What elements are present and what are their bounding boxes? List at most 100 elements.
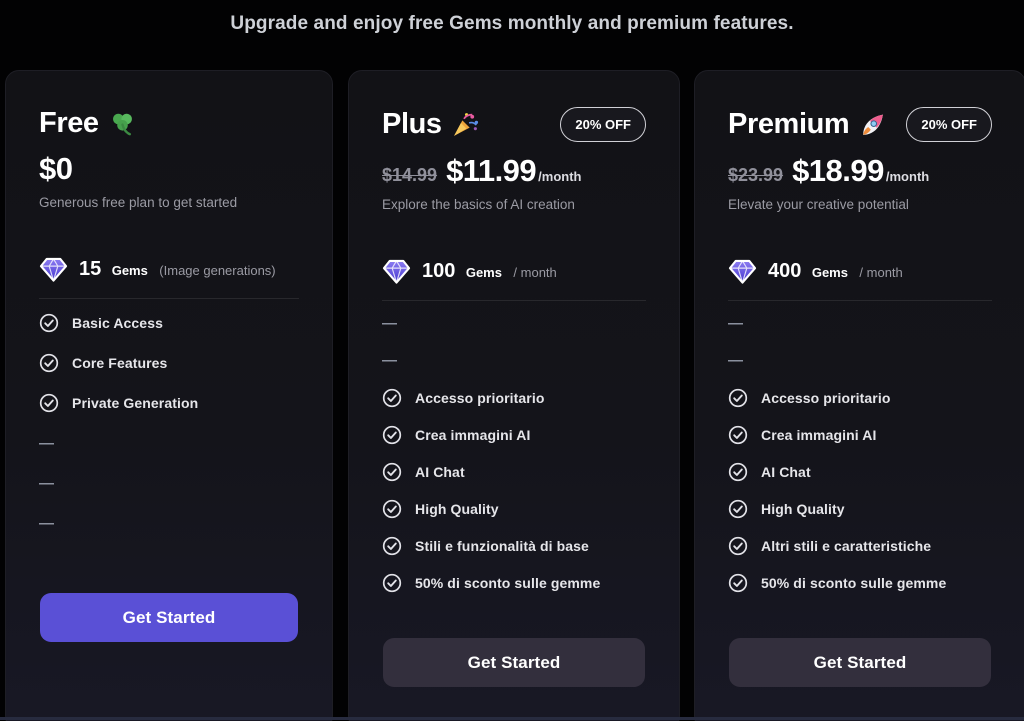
price-row: $14.99 $11.99 /month bbox=[382, 153, 646, 189]
plan-card-premium: Premium 20% OFF $23.99 $18.99 /month Ele… bbox=[694, 70, 1024, 721]
feature-label: AI Chat bbox=[761, 463, 811, 480]
dash-placeholder: — bbox=[382, 315, 397, 332]
bottom-edge-line bbox=[0, 717, 1024, 720]
feature-row: AI Chat bbox=[728, 453, 992, 490]
plan-header: Premium 20% OFF bbox=[728, 107, 992, 142]
gem-icon bbox=[39, 257, 68, 282]
feature-label: Crea immagini AI bbox=[415, 426, 531, 443]
check-icon bbox=[382, 425, 402, 444]
feature-label: 50% di sconto sulle gemme bbox=[415, 574, 601, 591]
gems-unit: Gems bbox=[811, 265, 848, 280]
feature-label: Accesso prioritario bbox=[415, 389, 545, 406]
feature-row: 50% di sconto sulle gemme bbox=[382, 564, 646, 601]
dash-placeholder: — bbox=[39, 474, 54, 492]
feature-row: Altri stili e caratteristiche bbox=[728, 527, 992, 564]
rocket-icon bbox=[863, 114, 884, 135]
page-title: Upgrade and enjoy free Gems monthly and … bbox=[230, 13, 794, 34]
get-started-button-free[interactable]: Get Started bbox=[40, 593, 298, 642]
price-old: $23.99 bbox=[728, 165, 784, 185]
price-period: /month bbox=[885, 169, 930, 184]
check-icon bbox=[728, 388, 748, 407]
feature-row: High Quality bbox=[382, 490, 646, 527]
feature-list: — — Accesso prioritario Crea immagini AI… bbox=[382, 305, 646, 601]
feature-label: 50% di sconto sulle gemme bbox=[761, 574, 947, 591]
placeholder-row: — bbox=[382, 342, 646, 379]
plan-header: Free bbox=[39, 107, 299, 140]
check-icon bbox=[728, 425, 748, 444]
get-started-button-premium[interactable]: Get Started bbox=[729, 638, 991, 687]
dash-placeholder: — bbox=[728, 315, 743, 332]
gems-note: / month bbox=[513, 265, 557, 280]
feature-list: — — Accesso prioritario Crea immagini AI… bbox=[728, 305, 992, 601]
gems-unit: Gems bbox=[465, 265, 502, 280]
check-icon bbox=[39, 393, 59, 413]
plan-subtitle: Elevate your creative potential bbox=[728, 197, 909, 212]
feature-row: Private Generation bbox=[39, 383, 299, 423]
feature-row: Core Features bbox=[39, 343, 299, 383]
feature-row: AI Chat bbox=[382, 453, 646, 490]
divider bbox=[382, 300, 646, 301]
check-icon bbox=[382, 462, 402, 481]
divider bbox=[728, 300, 992, 301]
check-icon bbox=[39, 313, 59, 333]
feature-row: Crea immagini AI bbox=[728, 416, 992, 453]
plan-subtitle: Explore the basics of AI creation bbox=[382, 197, 575, 212]
gems-unit: Gems bbox=[111, 263, 148, 278]
plan-subtitle: Generous free plan to get started bbox=[39, 195, 238, 210]
feature-label: High Quality bbox=[761, 500, 845, 517]
feature-label: Altri stili e caratteristiche bbox=[761, 537, 932, 554]
check-icon bbox=[728, 462, 748, 481]
plan-card-plus: Plus 20% OFF $14.99 $11.99 /month Explor… bbox=[348, 70, 680, 721]
discount-badge: 20% OFF bbox=[560, 107, 646, 142]
price-current: $11.99 bbox=[446, 153, 537, 188]
plan-name: Plus bbox=[382, 108, 442, 140]
plan-name: Premium bbox=[728, 108, 850, 140]
check-icon bbox=[39, 353, 59, 373]
price-period: /month bbox=[538, 169, 582, 184]
gems-note: (Image generations) bbox=[159, 263, 276, 278]
get-started-button-plus[interactable]: Get Started bbox=[383, 638, 645, 687]
gems-row: 400 Gems / month bbox=[728, 258, 992, 285]
feature-label: Core Features bbox=[72, 355, 168, 371]
price-current: $0 bbox=[39, 151, 73, 186]
check-icon bbox=[728, 536, 748, 555]
shamrock-icon bbox=[112, 113, 132, 136]
plan-name: Free bbox=[39, 107, 99, 139]
placeholder-row: — bbox=[728, 342, 992, 379]
dash-placeholder: — bbox=[39, 514, 54, 532]
price-row: $23.99 $18.99 /month bbox=[728, 153, 992, 189]
plan-header: Plus 20% OFF bbox=[382, 107, 646, 142]
feature-label: High Quality bbox=[415, 500, 499, 517]
feature-label: Stili e funzionalità di base bbox=[415, 537, 589, 554]
placeholder-row: — bbox=[382, 305, 646, 342]
gem-icon bbox=[382, 259, 411, 284]
gems-amount: 400 bbox=[768, 260, 802, 282]
feature-row: Accesso prioritario bbox=[728, 379, 992, 416]
dash-placeholder: — bbox=[382, 352, 397, 369]
check-icon bbox=[728, 499, 748, 518]
placeholder-row: — bbox=[39, 423, 299, 463]
dash-placeholder: — bbox=[728, 352, 743, 369]
placeholder-row: — bbox=[39, 503, 299, 543]
gem-icon bbox=[728, 259, 757, 284]
feature-row: High Quality bbox=[728, 490, 992, 527]
gems-row: 15 Gems (Image generations) bbox=[39, 256, 299, 283]
plan-card-free: Free $0 Generous free plan to get starte… bbox=[5, 70, 333, 721]
gems-amount: 100 bbox=[422, 260, 456, 282]
feature-label: Basic Access bbox=[72, 315, 163, 331]
feature-list: Basic Access Core Features Private Gener… bbox=[39, 303, 299, 543]
gems-row: 100 Gems / month bbox=[382, 258, 646, 285]
check-icon bbox=[382, 573, 402, 592]
dash-placeholder: — bbox=[39, 434, 54, 452]
check-icon bbox=[382, 388, 402, 407]
check-icon bbox=[382, 499, 402, 518]
price-old: $14.99 bbox=[382, 165, 438, 185]
gems-note: / month bbox=[859, 265, 903, 280]
feature-label: AI Chat bbox=[415, 463, 465, 480]
check-icon bbox=[382, 536, 402, 555]
feature-row: Crea immagini AI bbox=[382, 416, 646, 453]
gems-amount: 15 bbox=[79, 258, 102, 280]
placeholder-row: — bbox=[728, 305, 992, 342]
feature-row: 50% di sconto sulle gemme bbox=[728, 564, 992, 601]
discount-badge: 20% OFF bbox=[906, 107, 992, 142]
